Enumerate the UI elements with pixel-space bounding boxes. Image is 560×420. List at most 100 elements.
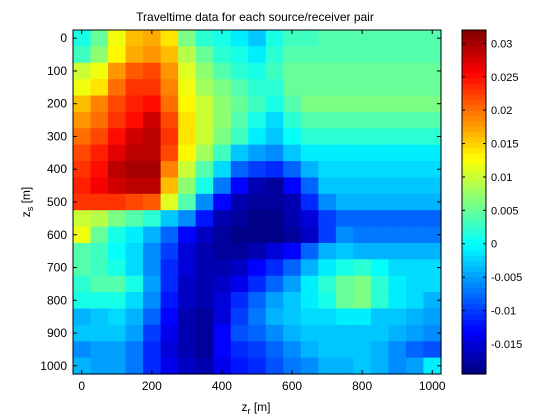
colorbar-segment xyxy=(462,363,486,370)
heatmap-cell xyxy=(73,46,92,64)
heatmap-cell xyxy=(143,259,162,277)
heatmap-cell xyxy=(388,111,407,129)
heatmap-cell xyxy=(213,324,232,342)
heatmap-cell xyxy=(370,341,390,359)
heatmap-cell xyxy=(300,242,319,260)
colorbar-segment xyxy=(462,89,486,96)
heatmap-cell xyxy=(283,275,302,293)
colorbar-segment xyxy=(462,62,486,69)
colorbar-segment xyxy=(462,309,486,316)
heatmap-cell xyxy=(125,210,144,228)
heatmap-cell xyxy=(213,95,232,113)
heatmap-cell xyxy=(353,324,372,342)
heatmap-cell xyxy=(405,46,425,64)
heatmap-cell xyxy=(195,210,214,228)
heatmap-cell xyxy=(335,30,354,47)
y-tick-label: 600 xyxy=(47,228,67,242)
heatmap-cell xyxy=(423,357,442,375)
heatmap-cell xyxy=(230,95,249,113)
heatmap-cell xyxy=(160,128,179,146)
heatmap-cell xyxy=(283,341,302,359)
heatmap-cell xyxy=(178,259,197,277)
heatmap-cell xyxy=(143,210,162,228)
colorbar-segment xyxy=(462,35,486,42)
heatmap-cell xyxy=(213,46,232,64)
heatmap-cell xyxy=(230,161,249,179)
heatmap-cell xyxy=(125,341,144,359)
heatmap-cell xyxy=(108,95,127,113)
heatmap-cell xyxy=(353,30,372,47)
heatmap-cell xyxy=(143,95,162,113)
y-tick-label: 100 xyxy=(47,64,67,78)
heatmap-cell xyxy=(318,144,337,162)
heatmap-cell xyxy=(73,144,92,162)
heatmap-cell xyxy=(248,193,267,211)
heatmap-cell xyxy=(318,275,337,293)
heatmap-cell xyxy=(178,357,197,375)
heatmap-cell xyxy=(318,62,337,80)
heatmap-cell xyxy=(178,95,197,113)
heatmap-cell xyxy=(335,292,354,310)
colorbar-segment xyxy=(462,78,486,85)
colorbar-segment xyxy=(462,116,486,122)
heatmap-cell xyxy=(160,275,179,293)
colorbar-segment xyxy=(462,341,486,348)
heatmap-cell xyxy=(108,79,127,97)
heatmap-cell xyxy=(213,128,232,146)
heatmap-cell xyxy=(283,357,302,375)
heatmap-cell xyxy=(90,95,109,113)
heatmap-cell xyxy=(283,128,302,146)
heatmap-cell xyxy=(265,292,284,310)
heatmap-cell xyxy=(143,161,162,179)
heatmap-cell xyxy=(300,308,319,326)
y-tick-label: 500 xyxy=(47,195,67,209)
heatmap-cell xyxy=(370,292,390,310)
heatmap-cell xyxy=(195,62,214,80)
heatmap-cell xyxy=(335,259,354,277)
heatmap-cell xyxy=(213,111,232,129)
heatmap-cell xyxy=(423,259,442,277)
colorbar-tick-label: 0 xyxy=(491,239,497,251)
heatmap-cell xyxy=(353,275,372,293)
y-tick-label: 200 xyxy=(47,97,67,111)
y-tick-label: 400 xyxy=(47,162,67,176)
colorbar-segment xyxy=(462,271,486,278)
heatmap-cell xyxy=(283,308,302,326)
heatmap-cell xyxy=(300,275,319,293)
heatmap-cell xyxy=(335,111,354,129)
heatmap-cell xyxy=(405,308,425,326)
heatmap-cell xyxy=(318,357,337,375)
heatmap-cell xyxy=(335,193,354,211)
heatmap-cell xyxy=(335,79,354,97)
heatmap-cell xyxy=(353,161,372,179)
heatmap-cell xyxy=(195,242,214,260)
heatmap-cell xyxy=(300,62,319,80)
heatmap-cell xyxy=(125,357,144,375)
heatmap-cell xyxy=(405,193,425,211)
heatmap-cell xyxy=(90,324,109,342)
heatmap-cell xyxy=(423,62,442,80)
heatmap-cell xyxy=(353,79,372,97)
heatmap-cell xyxy=(108,46,127,64)
heatmap-cell xyxy=(178,79,197,97)
heatmap-cell xyxy=(90,275,109,293)
heatmap-cell xyxy=(230,357,249,375)
colorbar-segment xyxy=(462,99,486,106)
heatmap-cell xyxy=(160,62,179,80)
heatmap-cell xyxy=(423,128,442,146)
heatmap-cell xyxy=(353,95,372,113)
heatmap-cell xyxy=(283,193,302,211)
colorbar-segment xyxy=(462,293,486,300)
heatmap-cell xyxy=(90,46,109,64)
heatmap-cell xyxy=(178,341,197,359)
heatmap-cell xyxy=(230,111,249,129)
colorbar-segment xyxy=(462,196,486,203)
heatmap-cell xyxy=(125,79,144,97)
heatmap-cell xyxy=(73,242,92,260)
heatmap-cell xyxy=(353,292,372,310)
heatmap-cell xyxy=(353,128,372,146)
heatmap-cell xyxy=(195,226,214,244)
heatmap-cell xyxy=(318,95,337,113)
colorbar-tick-label: 0.025 xyxy=(491,72,519,84)
